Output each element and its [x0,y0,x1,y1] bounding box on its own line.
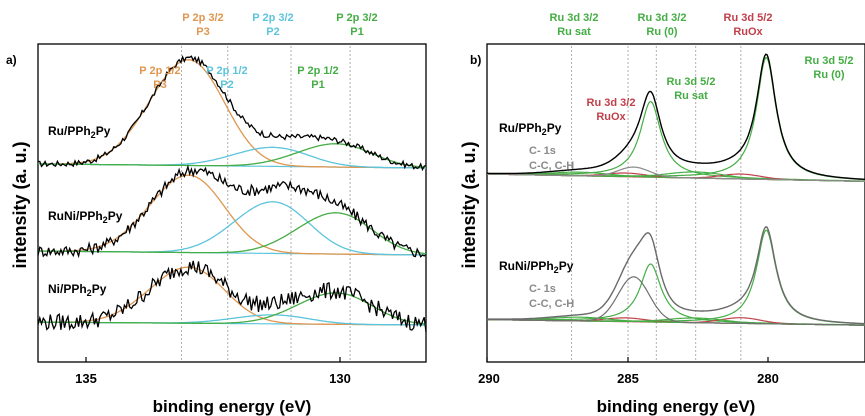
label-ruox-32-l2: RuOx [596,111,626,123]
label-ruox-52-l1: Ru 3d 5/2 [724,12,773,24]
panel-a-xlabel: binding energy (eV) [153,397,312,416]
envelope-a-2 [37,260,427,333]
label-c1s-top-l2: C-C, C-H [529,160,574,172]
label-ruox-32-l1: Ru 3d 3/2 [587,97,636,109]
label-c1s-bottom-l2: C-C, C-H [529,298,574,310]
x-tick-285: 285 [617,371,639,386]
label-rusat-52-l2: Ru sat [674,90,708,102]
sample-label-ru: Ru/PPh2Py [48,124,111,140]
panel-a-curves [37,54,427,333]
x-tick-135: 135 [75,371,97,386]
sample-label-ru-b: Ru/PPh2Py [499,121,562,137]
label-ru0-52-l2: Ru (0) [813,69,845,81]
x-tick-280: 280 [757,371,779,386]
fit-p1-a-2 [38,292,427,325]
label-p1-32-l2: P1 [350,26,363,38]
label-p3-12-l1: P 2p 1/2 [139,65,180,77]
label-p3-32-l1: P 2p 3/2 [182,12,223,24]
label-ru0-32-l2: Ru (0) [646,26,678,38]
panel-a-guide-lines [180,46,351,362]
label-rusat-52-l1: Ru 3d 5/2 [667,76,716,88]
panel-b-axes [486,43,865,363]
sample-label-runi-b: RuNi/PPh2Py [499,259,574,275]
panel-b-letter: b) [470,53,481,67]
label-p2-32-l1: P 2p 3/2 [252,12,293,24]
label-p1-12-l1: P 2p 1/2 [297,65,338,77]
x-tick-290: 290 [478,371,500,386]
panel-b: b) Ru 3d 3/2 Ru sat Ru 3d 3/2 Ru (0) Ru … [459,12,865,416]
label-p3-32-l2: P3 [196,26,209,38]
panel-a-axes [37,43,427,363]
fit-p3-a-2 [38,266,426,326]
panel-b-curves [486,53,865,326]
envelope-b-0 [487,53,865,180]
panel-b-xlabel: binding energy (eV) [597,397,756,416]
label-p1-12-l2: P1 [311,79,324,91]
fit-c1s-b-1 [487,276,865,326]
panel-a-letter: a) [6,53,17,67]
envelope-a-1 [37,164,427,259]
label-c1s-bottom-l1: C- 1s [529,283,556,295]
panel-b-ylabel: intensity (a. u.) [459,141,479,268]
sample-label-ni: Ni/PPh2Py [48,282,107,298]
panel-a: a) P 2p 3/2 P3 P 2p 3/2 P2 P 2p 3/2 P1 P… [6,12,427,416]
sample-label-runi: RuNi/PPh2Py [48,209,123,225]
label-ru0-52-l1: Ru 3d 5/2 [805,55,854,67]
label-p2-12-l1: P 2p 1/2 [206,65,247,77]
fit-p1-a-0 [38,143,427,168]
panel-b-guide-lines [571,46,742,362]
x-tick-130: 130 [329,371,351,386]
label-c1s-top-l1: C- 1s [529,145,556,157]
fit-c1s-b-0 [487,166,865,182]
label-rusat-32-l1: Ru 3d 3/2 [550,12,599,24]
label-ru0-32-l1: Ru 3d 3/2 [638,12,687,24]
envelope-a-0 [37,54,427,172]
label-p1-32-l1: P 2p 3/2 [336,12,377,24]
label-p2-12-l2: P2 [220,79,233,91]
label-p3-12-l2: P3 [153,79,166,91]
label-ruox-52-l2: RuOx [733,26,763,38]
label-rusat-32-l2: Ru sat [557,26,591,38]
label-p2-32-l2: P2 [266,26,279,38]
envelope-b-1 [486,225,865,325]
panel-a-ylabel: intensity (a. u.) [10,141,30,268]
